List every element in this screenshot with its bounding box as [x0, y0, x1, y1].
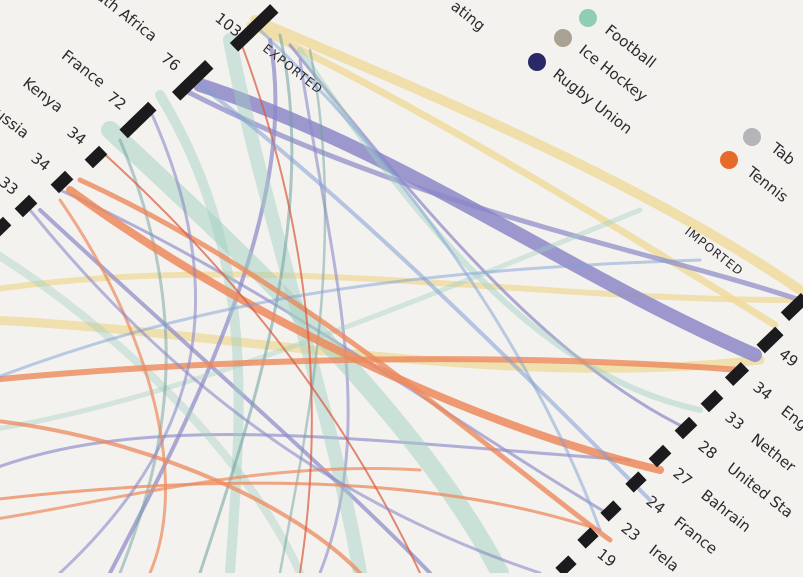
importer-name: Eng [778, 402, 803, 434]
flow-ribbon-blue [258, 28, 602, 532]
flow-ribbon-red [99, 149, 421, 574]
importer-bar [555, 555, 577, 577]
importer-count: 23 [618, 519, 644, 545]
flow-ribbon-tennis [0, 356, 743, 383]
flow-ribbons [0, 15, 803, 577]
flow-ribbon-tennis [77, 177, 613, 543]
flow-ribbon-tennis [0, 419, 362, 575]
flow-ribbon-sailing [250, 15, 803, 295]
importer-bar [648, 444, 672, 468]
exporter-bar [229, 4, 279, 52]
exporter-bar [84, 145, 108, 169]
exporter-name: France [58, 46, 108, 91]
importer-name: Bahrain [698, 486, 755, 536]
flow-ribbon-football [0, 251, 304, 577]
top-fragment-text: ating [448, 0, 489, 35]
legend-label-tennis: Tennis [743, 162, 792, 206]
legend-label-tab: Tab [767, 138, 799, 168]
exporter-bar [172, 60, 214, 101]
exporter-bar [50, 170, 74, 194]
importer-count: 33 [722, 408, 748, 434]
flow-ribbon-rugby [58, 108, 198, 575]
importer-count: 49 [776, 345, 802, 371]
exporter-name: South Africa [78, 0, 161, 45]
importer-bar [700, 389, 724, 413]
importer-count: 34 [750, 378, 776, 404]
importer-bar [756, 326, 784, 354]
legend-swatch-tennis [720, 151, 738, 169]
flow-ribbon-tennis [58, 198, 167, 575]
flow-ribbon-tennis [0, 481, 602, 532]
legend-swatch-tab [743, 128, 761, 146]
flow-ribbon-rugby [193, 78, 762, 362]
exporter-name: Russia [0, 98, 33, 142]
importer-name: Nether [748, 430, 800, 476]
flow-ribbon-tennis [66, 186, 664, 474]
flow-ribbon-rugby [108, 38, 278, 575]
exporter-bars [0, 4, 279, 240]
importer-bar [577, 527, 599, 549]
importer-bars [555, 292, 803, 577]
exporter-count: 76 [158, 49, 184, 75]
flow-ribbon-sailing [0, 315, 765, 373]
exporter-count: 34 [28, 149, 54, 175]
flow-ribbon-tennis [0, 466, 422, 520]
importer-bar [625, 471, 647, 493]
exporter-name: Kenya [19, 74, 66, 116]
importer-count: 28 [695, 437, 721, 463]
flow-ribbon-sailing [0, 271, 793, 303]
exporter-count: 34 [64, 123, 90, 149]
exporter-count: 33 [0, 173, 22, 199]
importer-count: 19 [594, 545, 620, 571]
flow-ribbon-blue [0, 258, 702, 378]
exporter-bar [0, 216, 12, 240]
flow-ribbon-rugby [58, 188, 612, 517]
importer-bar [600, 500, 622, 522]
flow-ribbon-sailing [246, 21, 779, 329]
exporter-count: 72 [104, 88, 130, 114]
importer-bar [780, 292, 803, 322]
legend-swatch-rugby-union [528, 53, 546, 71]
flow-ribbon-rugby [28, 208, 542, 575]
legend-swatch-ice-hockey [554, 29, 572, 47]
importer-bar [724, 362, 750, 386]
importer-name: France [671, 513, 721, 558]
importer-bar [674, 416, 698, 440]
exporter-bar [119, 101, 157, 139]
flow-ribbon-football [155, 90, 244, 577]
importer-count: 27 [670, 464, 696, 490]
flow-ribbon-football [0, 207, 643, 431]
legend-swatch-football [579, 9, 597, 27]
flow-ribbon-rugby [288, 43, 692, 432]
legend: Football Ice Hockey Rugby Union Tab Tenn… [528, 9, 799, 206]
flow-ribbon-rugby [185, 89, 803, 303]
importer-name: Irela [646, 541, 683, 573]
exporter-bar [14, 194, 38, 218]
